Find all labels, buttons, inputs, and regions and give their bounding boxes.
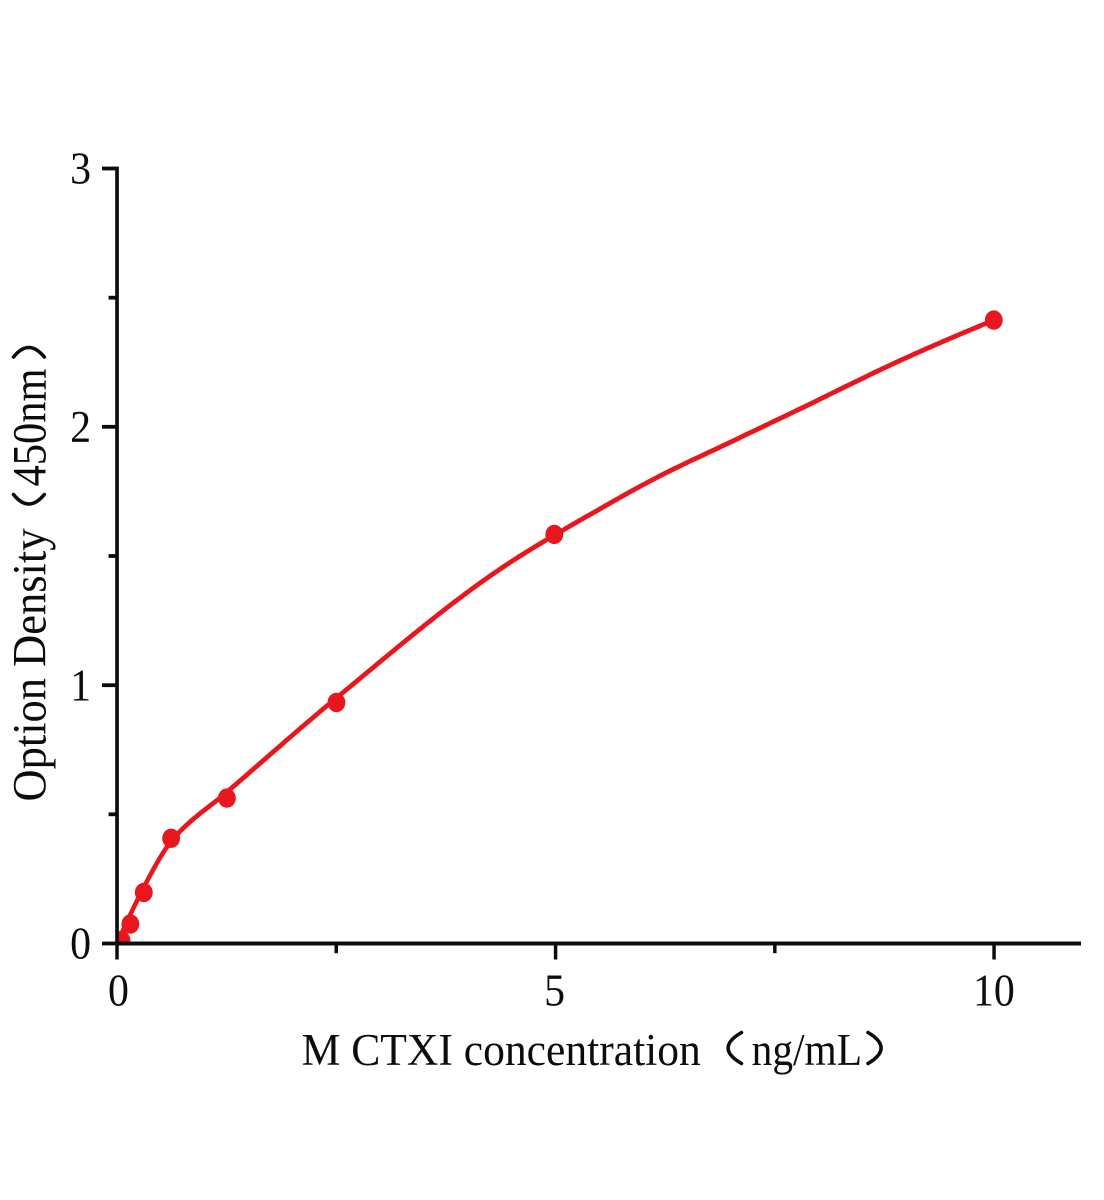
svg-text:0: 0 xyxy=(70,919,91,969)
svg-text:450nm: 450nm xyxy=(2,368,56,486)
svg-text:1: 1 xyxy=(70,661,91,711)
svg-text:10: 10 xyxy=(973,966,1015,1016)
svg-text:3: 3 xyxy=(70,144,91,194)
svg-text:M CTXI concentration: M CTXI concentration xyxy=(302,1025,701,1075)
svg-text:2: 2 xyxy=(70,402,91,452)
svg-text:Option Density: Option Density xyxy=(2,528,56,801)
svg-text:0: 0 xyxy=(108,966,129,1016)
svg-text:5: 5 xyxy=(544,966,565,1016)
svg-text:ng/mL: ng/mL xyxy=(752,1025,862,1075)
